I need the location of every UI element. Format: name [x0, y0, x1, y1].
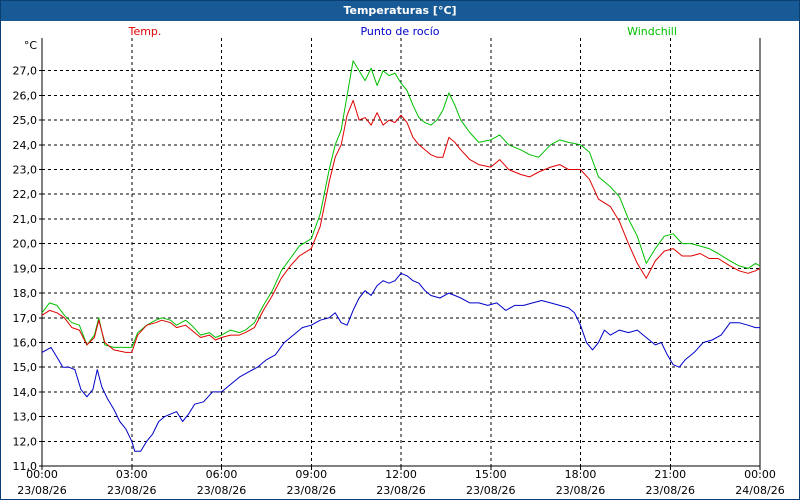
y-tick-label: 12,0: [13, 435, 38, 448]
y-tick-label: 16,0: [13, 336, 38, 349]
x-tick-time: 21:00: [654, 468, 686, 481]
y-tick-labels: 11,0 12,0 13,0 14,0 15,0 16,0 17,0 18,0 19,0 20,0…: [13, 39, 38, 473]
x-tick-time: 18:00: [565, 468, 597, 481]
x-tick-date: 23/08/26: [556, 484, 605, 497]
x-tick-time: 00:00: [26, 468, 58, 481]
y-tick-label: 20,0: [13, 238, 38, 251]
x-tick-date: 23/08/26: [376, 484, 425, 497]
x-tick-date: 23/08/26: [287, 484, 336, 497]
y-axis-unit: °C: [24, 39, 38, 52]
x-tick-time: 06:00: [206, 468, 238, 481]
series-line-0: [41, 99, 761, 353]
y-tick-label: 15,0: [13, 361, 38, 374]
legend-entry-2: Windchill: [627, 25, 677, 38]
x-tick-time: 09:00: [295, 468, 327, 481]
y-tick-label: 19,0: [13, 262, 38, 275]
x-tick-date: 23/08/26: [107, 484, 156, 497]
y-tick-label: 18,0: [13, 287, 38, 300]
x-tick-date: 23/08/26: [197, 484, 246, 497]
legend-entry-0: Temp.: [128, 25, 162, 38]
y-tick-label: 22,0: [13, 188, 38, 201]
x-tick-time: 00:00: [744, 468, 776, 481]
y-tick-label: 21,0: [13, 213, 38, 226]
x-tick-labels: 00:00 23/08/26 03:00 23/08/26 06:00 23/08/26 0…: [17, 468, 784, 497]
x-tick-time: 15:00: [475, 468, 507, 481]
y-tick-label: 25,0: [13, 114, 38, 127]
x-tick-date: 23/08/26: [646, 484, 695, 497]
legend: Temp. Punto de rocío Windchill: [128, 25, 677, 38]
legend-entry-1: Punto de rocío: [360, 25, 439, 38]
y-tick-label: 14,0: [13, 386, 38, 399]
axes: [39, 38, 761, 470]
y-tick-label: 11,0: [13, 460, 38, 473]
y-tick-label: 24,0: [13, 139, 38, 152]
series-lines: [41, 60, 761, 452]
series-line-2: [41, 60, 761, 348]
x-tick-date: 23/08/26: [466, 484, 515, 497]
x-tick-time: 03:00: [116, 468, 148, 481]
x-tick-date: 24/08/26: [735, 484, 784, 497]
y-tick-label: 17,0: [13, 312, 38, 325]
y-tick-label: 27,0: [13, 65, 38, 78]
y-tick-label: 13,0: [13, 411, 38, 424]
series-line-1: [41, 272, 760, 452]
chart-title: Temperaturas [°C]: [1, 1, 799, 21]
y-tick-label: 23,0: [13, 164, 38, 177]
x-tick-time: 12:00: [385, 468, 417, 481]
x-tick-date: 23/08/26: [17, 484, 66, 497]
grid: [41, 38, 761, 467]
y-tick-label: 26,0: [13, 89, 38, 102]
